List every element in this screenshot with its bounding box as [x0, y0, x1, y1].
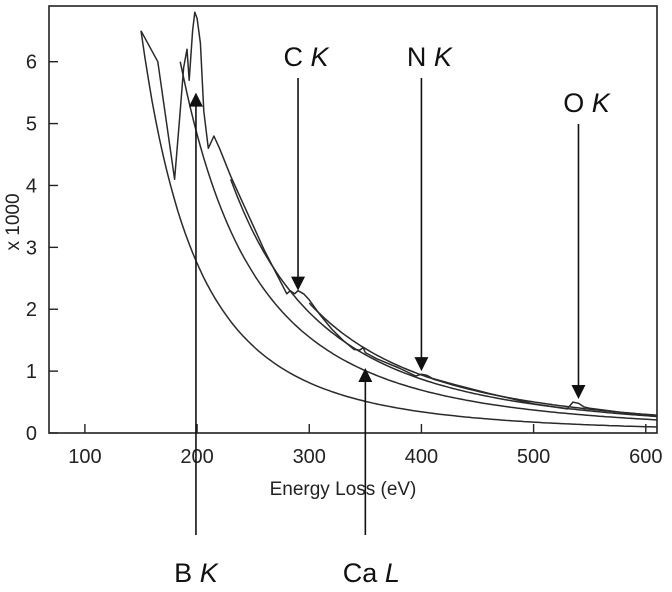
background-fit-line	[179, 61, 657, 421]
annotation-c-k-label: C K	[284, 42, 330, 72]
x-tick-label: 100	[68, 446, 101, 468]
annotation-b-k-label-edge: K	[200, 558, 219, 588]
annotation-c-k-arrow-head	[291, 276, 306, 291]
y-tick-label: 2	[26, 299, 37, 321]
annotation-ca-l-arrow-head	[358, 368, 373, 383]
y-tick-label: 3	[26, 237, 37, 259]
y-axis-title: x 1000	[3, 193, 24, 250]
y-tick-label: 1	[26, 361, 37, 383]
annotation-b-k-arrow-head	[188, 92, 203, 107]
x-tick-label: 600	[629, 446, 662, 468]
annotation-o-k-arrow-head	[571, 384, 586, 399]
annotation-c-k-label-edge: K	[311, 42, 330, 72]
x-tick-label: 200	[180, 446, 213, 468]
annotation-c-k-label-element: C	[284, 42, 311, 72]
annotation-ca-l-label-element: Ca	[343, 558, 385, 588]
annotation-b-k-label: B K	[174, 558, 219, 588]
y-tick-label: 5	[26, 114, 37, 136]
series-group	[140, 11, 657, 428]
annotation-b-k-label-element: B	[174, 558, 200, 588]
annotation-o-k-label-edge: K	[592, 88, 611, 118]
y-tick-label: 4	[26, 175, 37, 197]
y-tick-label: 6	[26, 52, 37, 74]
spectrum-line	[140, 11, 657, 417]
background-fit-line	[229, 179, 657, 418]
x-axis-title: Energy Loss (eV)	[270, 479, 417, 500]
annotation-n-k-label: N K	[407, 42, 453, 72]
x-tick-label: 400	[405, 446, 438, 468]
x-tick-label: 300	[293, 446, 326, 468]
x-tick-label: 500	[517, 446, 550, 468]
annotation-o-k-label: O K	[563, 88, 611, 118]
annotation-n-k-label-edge: K	[434, 42, 453, 72]
y-tick-label: 0	[26, 423, 37, 445]
background-fit-line	[140, 30, 657, 428]
background-fit-line	[308, 302, 657, 416]
plot-frame	[48, 5, 658, 434]
annotation-n-k-arrow-head	[414, 357, 429, 372]
annotation-o-k-label-element: O	[563, 88, 592, 118]
annotation-n-k-label-element: N	[407, 42, 434, 72]
annotation-ca-l-label-edge: L	[385, 558, 400, 588]
annotation-ca-l-label: Ca L	[343, 558, 400, 588]
